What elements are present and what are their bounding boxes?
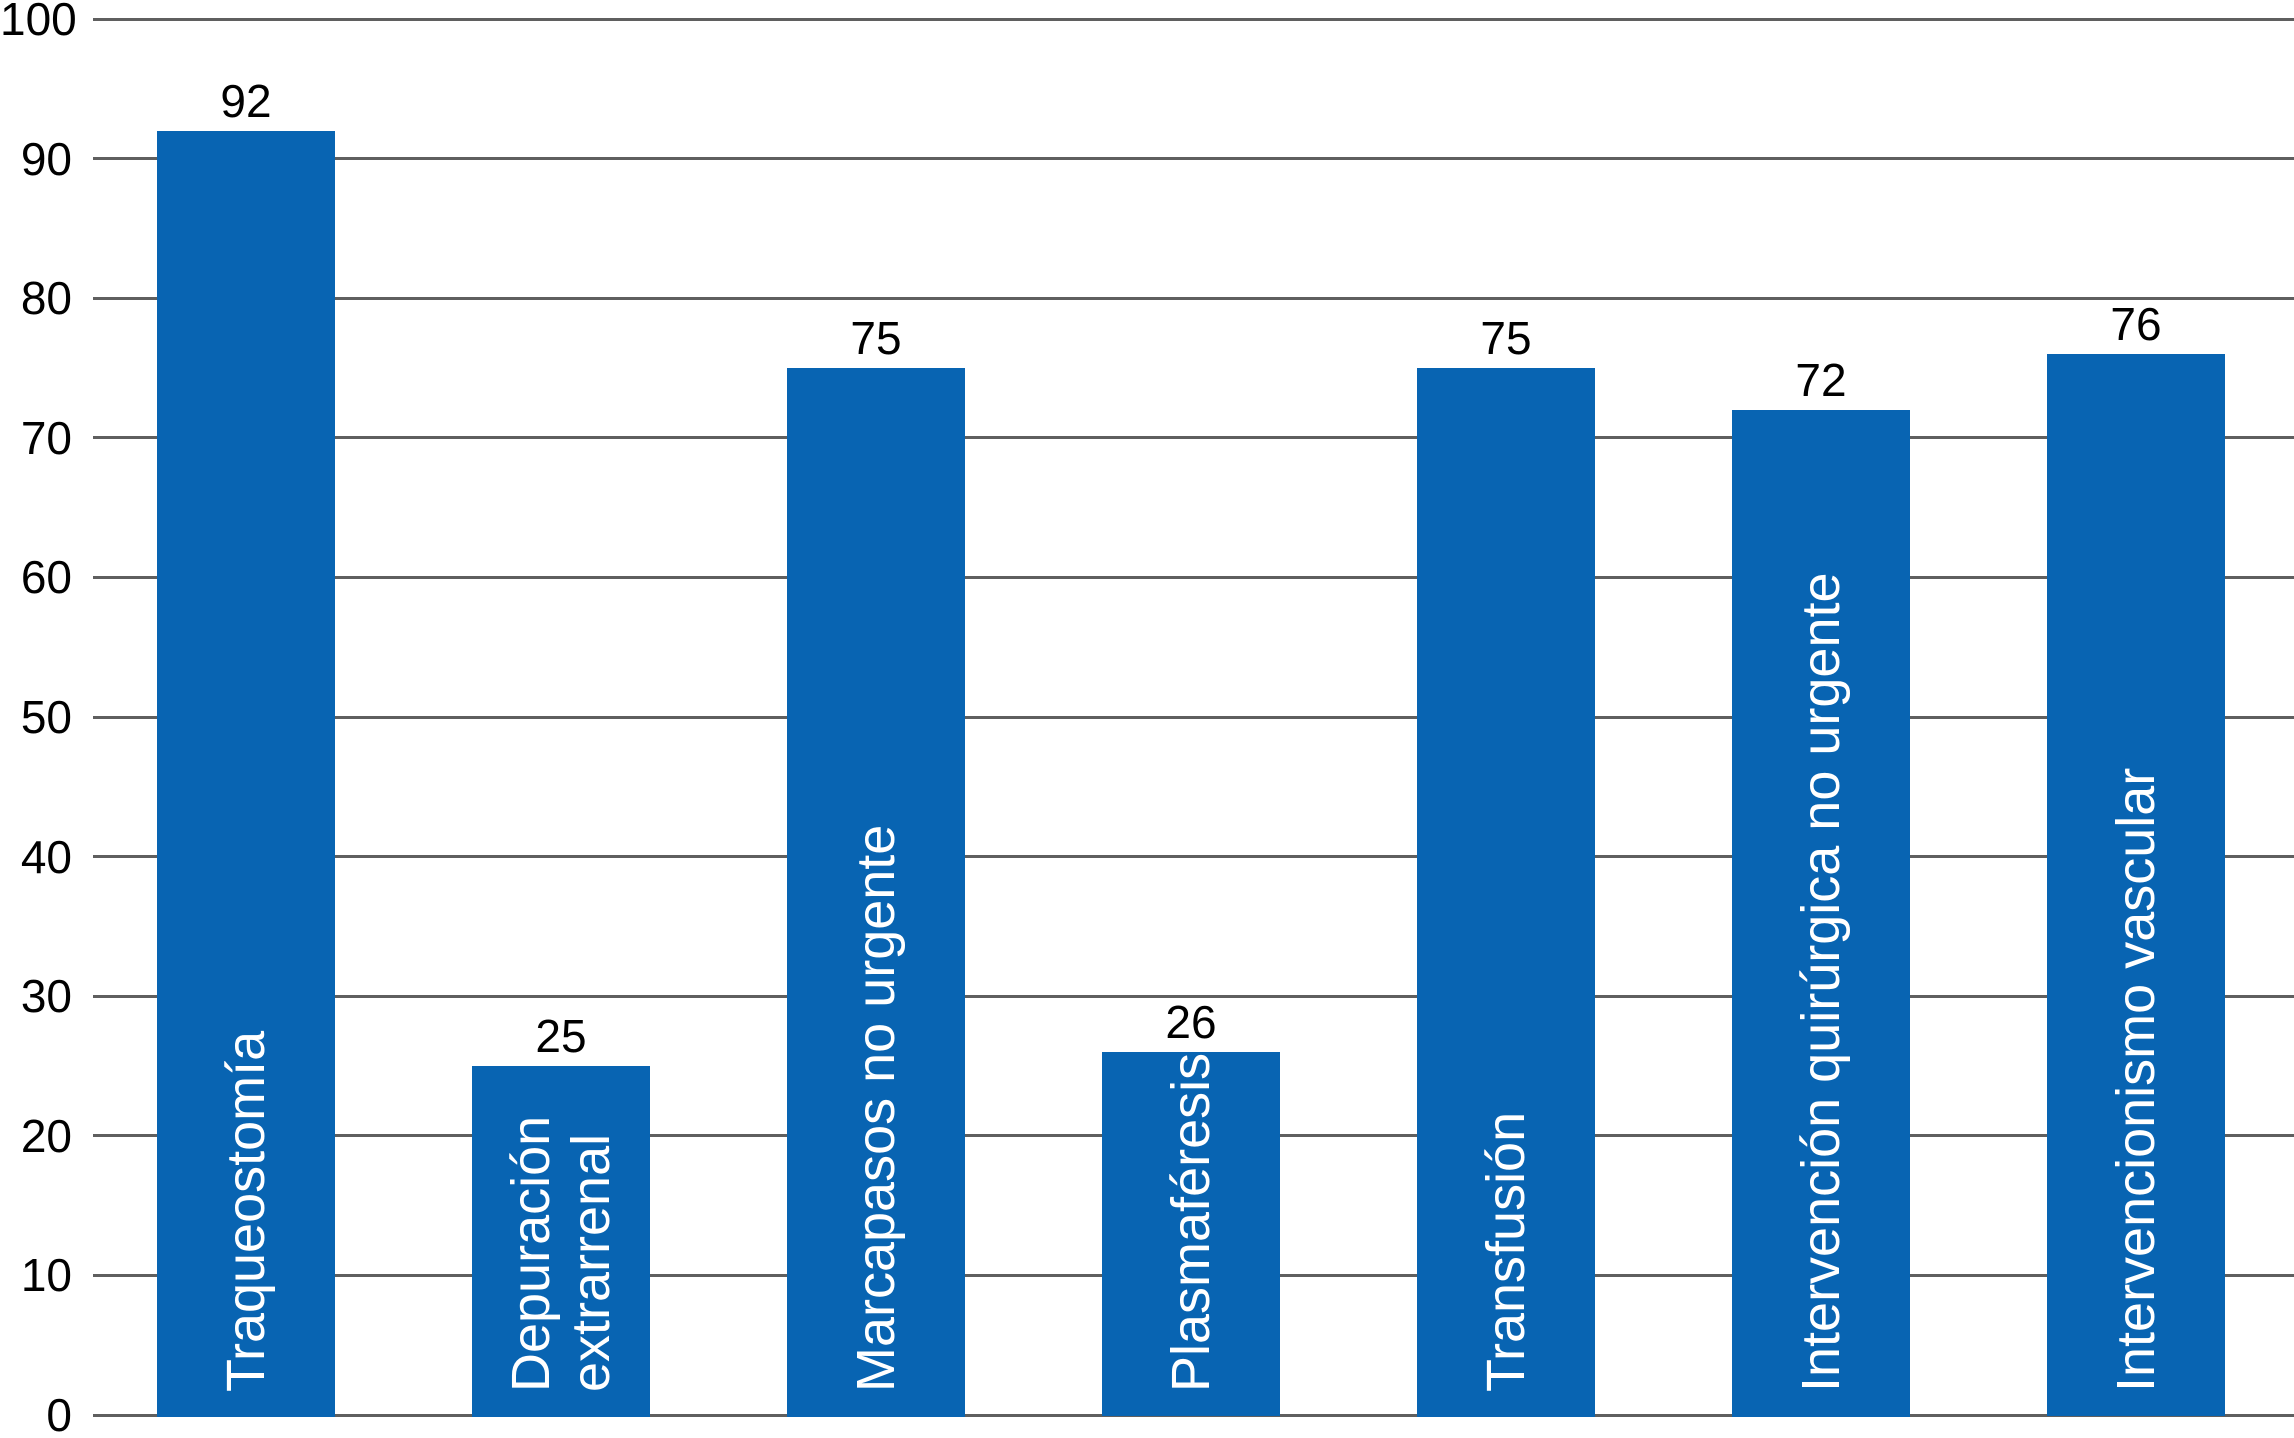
bar-value-label-7: 76 xyxy=(2110,298,2162,350)
bar-value-label-3: 75 xyxy=(850,312,902,364)
bar-category-label-line: Transfusión xyxy=(1476,1111,1536,1392)
bar-2 xyxy=(472,1066,650,1417)
bar-category-label-4: Plasmaféresis xyxy=(1102,1052,1280,1392)
gridline-y60 xyxy=(93,576,2294,579)
bar-category-label-1: Traqueostomía xyxy=(157,153,335,1392)
y-tick-label-100: 100 xyxy=(0,0,77,45)
bar-category-label-line: Intervencionismo vascular xyxy=(2106,767,2166,1392)
bar-value-label-6: 72 xyxy=(1795,354,1847,406)
bar-7 xyxy=(2047,354,2225,1416)
gridline-y70 xyxy=(93,436,2294,439)
bar-category-label-6: Intervención quirúrgica no urgente xyxy=(1732,432,1910,1392)
y-tick-label-0: 0 xyxy=(46,1389,72,1438)
bar-4 xyxy=(1102,1052,1280,1416)
bar-category-label-3: Marcapasos no urgente xyxy=(787,390,965,1392)
bar-6 xyxy=(1732,410,1910,1417)
y-tick-label-40: 40 xyxy=(20,831,72,883)
y-tick-label-60: 60 xyxy=(20,551,72,603)
bar-5 xyxy=(1417,368,1595,1417)
gridline-y50 xyxy=(93,716,2294,719)
bar-category-label-5: Transfusión xyxy=(1417,390,1595,1392)
gridline-y100 xyxy=(93,18,2294,21)
bar-category-label-line: extrarrenal xyxy=(561,1133,621,1392)
y-tick-label-70: 70 xyxy=(20,412,72,464)
y-tick-label-10: 10 xyxy=(20,1249,72,1301)
bar-category-label-line: Plasmaféresis xyxy=(1161,1052,1221,1392)
bar-value-label-1: 92 xyxy=(220,75,272,127)
bar-category-label-line: Depuración xyxy=(501,1115,561,1392)
bar-category-label-line: Traqueostomía xyxy=(216,1030,276,1392)
bar-value-label-5: 75 xyxy=(1480,312,1532,364)
bar-category-label-2: Depuración extrarrenal xyxy=(472,1088,650,1392)
y-tick-label-30: 30 xyxy=(20,970,72,1022)
bar-1 xyxy=(157,131,335,1417)
bar-3 xyxy=(787,368,965,1417)
bar-category-label-line: Intervención quirúrgica no urgente xyxy=(1791,572,1851,1392)
bar-value-label-2: 25 xyxy=(535,1010,587,1062)
y-tick-label-90: 90 xyxy=(20,133,72,185)
y-tick-label-20: 20 xyxy=(20,1110,72,1162)
bar-value-label-4: 26 xyxy=(1165,996,1217,1048)
gridline-y80 xyxy=(93,297,2294,300)
bar-category-label-line: Marcapasos no urgente xyxy=(846,824,906,1392)
gridline-y30 xyxy=(93,995,2294,998)
bar-category-label-7: Intervencionismo vascular xyxy=(2047,376,2225,1392)
gridline-y90 xyxy=(93,157,2294,160)
gridline-y40 xyxy=(93,855,2294,858)
y-tick-label-50: 50 xyxy=(20,691,72,743)
y-tick-label-80: 80 xyxy=(20,272,72,324)
